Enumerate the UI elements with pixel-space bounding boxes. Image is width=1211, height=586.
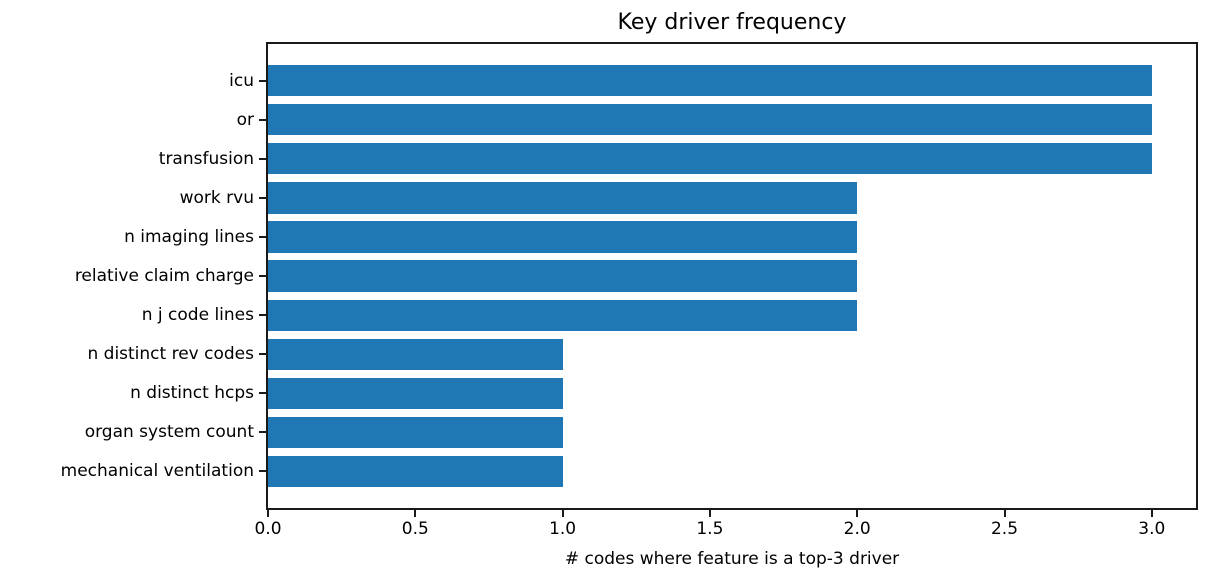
y-tick-label: icu xyxy=(229,70,254,91)
y-tick-label: work rvu xyxy=(179,187,254,208)
bar-icu xyxy=(268,65,1152,97)
x-tick-mark xyxy=(1003,510,1006,517)
y-tick-mark xyxy=(259,353,266,356)
chart-title: Key driver frequency xyxy=(617,10,847,35)
x-tick-label: 0.0 xyxy=(254,519,282,539)
y-tick-mark xyxy=(259,431,266,434)
y-tick-label: n distinct rev codes xyxy=(87,344,254,365)
x-tick-mark xyxy=(267,510,269,517)
y-tick-mark xyxy=(259,275,266,277)
y-tick-label: transfusion xyxy=(158,148,254,169)
y-tick-label: mechanical ventilation xyxy=(60,461,254,482)
y-tick-mark xyxy=(259,157,266,160)
y-tick-label: n distinct hcps xyxy=(130,383,254,404)
plot-area xyxy=(266,42,1198,510)
x-tick-label: 1.0 xyxy=(549,519,577,539)
y-tick-mark xyxy=(259,236,266,238)
x-tick-label: 0.5 xyxy=(401,519,429,539)
y-tick-mark xyxy=(259,196,266,199)
bar-organ-system-count xyxy=(268,416,563,448)
bar-n-distinct-hcps xyxy=(268,377,563,409)
bar-n-imaging-lines xyxy=(268,221,858,253)
x-tick-mark xyxy=(414,510,417,517)
y-tick-mark xyxy=(259,314,266,317)
x-tick-label: 1.5 xyxy=(696,519,724,539)
x-axis-label: # codes where feature is a top-3 driver xyxy=(564,549,900,569)
bar-transfusion xyxy=(268,143,1152,175)
x-tick-label: 2.5 xyxy=(990,519,1019,539)
bar-n-distinct-rev-codes xyxy=(268,338,563,370)
x-tick-label: 2.0 xyxy=(843,519,871,539)
y-tick-label: n imaging lines xyxy=(124,227,254,247)
y-tick-mark xyxy=(259,79,266,82)
y-tick-mark xyxy=(259,118,266,121)
x-tick-label: 3.0 xyxy=(1138,519,1166,539)
y-tick-label: or xyxy=(236,109,254,130)
y-tick-label: organ system count xyxy=(84,422,254,443)
x-tick-mark xyxy=(1150,510,1153,517)
y-tick-label: n j code lines xyxy=(141,305,254,326)
x-tick-mark xyxy=(708,510,711,517)
x-tick-mark xyxy=(856,510,859,517)
x-tick-mark xyxy=(561,510,564,517)
bar-n-j-code-lines xyxy=(268,299,858,331)
bar-mechanical-ventilation xyxy=(268,455,563,487)
bar-relative-claim-charge xyxy=(268,260,858,292)
y-tick-mark xyxy=(259,392,266,395)
bar-or xyxy=(268,104,1152,136)
y-tick-mark xyxy=(259,470,266,473)
bar-work-rvu xyxy=(268,182,858,214)
y-tick-label: relative claim charge xyxy=(74,266,254,286)
